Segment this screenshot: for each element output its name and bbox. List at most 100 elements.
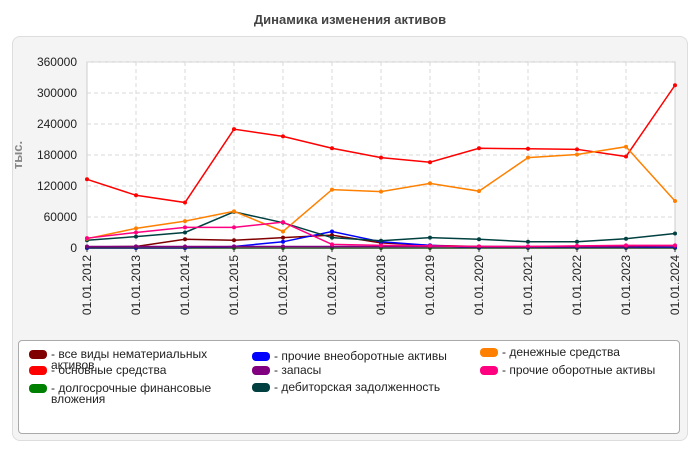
- data-point: [575, 152, 579, 157]
- x-tick-label: 01.01.2012: [80, 255, 94, 315]
- legend-item: - основные средства: [29, 363, 239, 377]
- data-point: [134, 234, 138, 239]
- data-point: [673, 231, 677, 236]
- data-point: [673, 243, 677, 248]
- x-tick-label: 01.01.2016: [276, 255, 290, 315]
- data-point: [232, 244, 236, 249]
- legend-item: - прочие внеоборотные активы: [252, 349, 467, 363]
- data-point: [575, 243, 579, 248]
- data-point: [624, 144, 628, 149]
- x-tick-label: 01.01.2024: [668, 255, 682, 315]
- data-point: [232, 225, 236, 230]
- data-point: [85, 236, 89, 241]
- data-point: [183, 200, 187, 205]
- legend-swatch: [480, 366, 498, 375]
- data-point: [134, 226, 138, 231]
- legend-swatch: [29, 350, 47, 359]
- legend-label: - основные средства: [51, 363, 167, 377]
- x-tick-label: 01.01.2019: [423, 255, 437, 315]
- data-point: [624, 236, 628, 241]
- legend-item: - долгосрочные финансовые вложения: [29, 381, 239, 406]
- legend-label: - все виды нематериальных активов: [51, 347, 208, 372]
- data-point: [281, 235, 285, 240]
- x-tick-label: 01.01.2022: [570, 255, 584, 315]
- data-point: [526, 239, 530, 244]
- data-point: [330, 146, 334, 151]
- data-point: [134, 244, 138, 249]
- data-point: [232, 209, 236, 214]
- legend-swatch: [480, 348, 498, 357]
- data-point: [281, 239, 285, 244]
- data-point: [477, 237, 481, 242]
- y-tick-label: 360000: [37, 55, 77, 69]
- data-point: [477, 244, 481, 249]
- legend-swatch: [252, 383, 270, 392]
- data-point: [330, 242, 334, 247]
- data-point: [624, 154, 628, 159]
- legend-label: - дебиторская задолженность: [274, 380, 441, 394]
- data-point: [379, 243, 383, 248]
- data-point: [673, 198, 677, 203]
- data-point: [379, 155, 383, 160]
- y-axis-ticks: 0 60000 120000 180000 240000 300000 360000: [37, 55, 77, 255]
- legend-label: - долгосрочные финансовые вложения: [51, 381, 212, 406]
- x-tick-label: 01.01.2018: [374, 255, 388, 315]
- data-point: [330, 229, 334, 234]
- data-point: [85, 244, 89, 249]
- data-point: [575, 239, 579, 244]
- legend-label: - прочие оборотные активы: [502, 363, 656, 377]
- x-tick-label: 01.01.2013: [129, 255, 143, 315]
- data-point: [134, 193, 138, 198]
- data-point: [134, 230, 138, 235]
- data-point: [330, 187, 334, 192]
- data-point: [232, 127, 236, 132]
- y-tick-label: 0: [70, 241, 77, 255]
- data-point: [428, 181, 432, 186]
- y-tick-label: 60000: [44, 210, 78, 224]
- data-point: [330, 235, 334, 240]
- data-point: [428, 243, 432, 248]
- data-point: [379, 189, 383, 194]
- y-tick-label: 300000: [37, 86, 77, 100]
- data-point: [575, 147, 579, 152]
- data-point: [183, 219, 187, 224]
- legend-swatch: [29, 384, 47, 393]
- legend: - все виды нематериальных активов - основ…: [18, 340, 680, 434]
- y-tick-label: 240000: [37, 117, 77, 131]
- x-tick-label: 01.01.2015: [227, 255, 241, 315]
- legend-item: - все виды нематериальных активов: [29, 347, 239, 372]
- legend-item: - денежные средства: [480, 345, 675, 359]
- data-point: [85, 177, 89, 182]
- legend-label: - запасы: [274, 363, 322, 377]
- x-tick-label: 01.01.2017: [325, 255, 339, 315]
- data-point: [183, 225, 187, 230]
- legend-label: - денежные средства: [502, 345, 620, 359]
- legend-item: - прочие оборотные активы: [480, 363, 675, 377]
- y-tick-label: 120000: [37, 179, 77, 193]
- data-point: [477, 146, 481, 151]
- y-axis-label: тыс.: [10, 141, 25, 169]
- data-point: [673, 83, 677, 88]
- data-point: [281, 244, 285, 249]
- data-point: [281, 134, 285, 139]
- data-point: [428, 235, 432, 240]
- data-point: [183, 237, 187, 242]
- legend-item: - запасы: [252, 363, 467, 377]
- y-tick-label: 180000: [37, 148, 77, 162]
- data-point: [526, 146, 530, 151]
- chart-title: Динамика изменения активов: [253, 12, 447, 27]
- legend-swatch: [29, 366, 47, 375]
- x-tick-label: 01.01.2023: [619, 255, 633, 315]
- x-tick-label: 01.01.2014: [178, 255, 192, 315]
- data-point: [183, 244, 187, 249]
- data-point: [526, 244, 530, 249]
- chart-plot: 0 60000 120000 180000 240000 300000 360000 01.…: [10, 55, 682, 315]
- data-point: [281, 229, 285, 234]
- x-tick-label: 01.01.2020: [472, 255, 486, 315]
- legend-label: - прочие внеоборотные активы: [274, 349, 447, 363]
- data-point: [624, 243, 628, 248]
- data-point: [281, 220, 285, 225]
- legend-swatch: [252, 352, 270, 361]
- legend-swatch: [252, 366, 270, 375]
- data-point: [232, 238, 236, 243]
